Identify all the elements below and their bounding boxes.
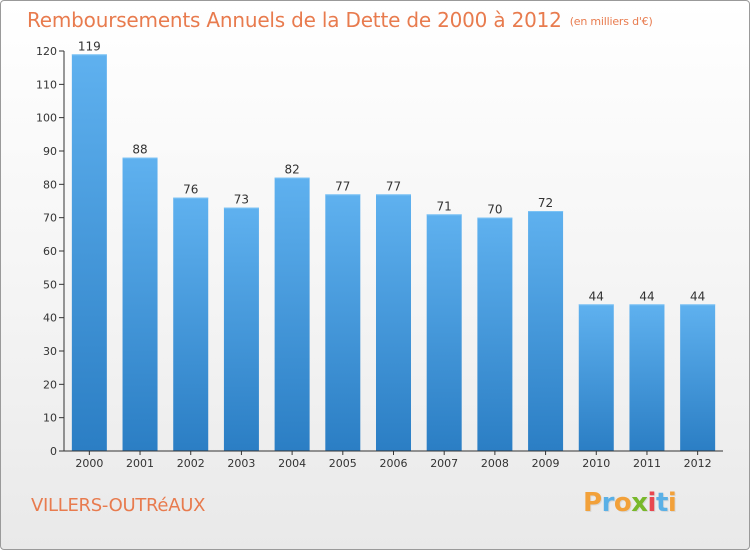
data-label-2004: 82 xyxy=(284,163,299,177)
data-label-2010: 44 xyxy=(589,289,604,303)
bar-2004 xyxy=(274,177,310,451)
y-tick-label: 80 xyxy=(43,178,57,191)
bar-2001 xyxy=(122,157,158,451)
x-tick-label-2010: 2010 xyxy=(582,457,610,470)
data-label-2008: 70 xyxy=(487,203,502,217)
data-label-2011: 44 xyxy=(639,289,654,303)
y-tick-label: 50 xyxy=(43,278,57,291)
location-name: VILLERS-OUTRéAUX xyxy=(31,495,206,516)
bar-2007 xyxy=(426,214,462,451)
x-tick-label-2012: 2012 xyxy=(684,457,712,470)
logo-letter: t xyxy=(655,488,668,518)
y-tick-label: 10 xyxy=(43,412,57,425)
y-tick-label: 110 xyxy=(36,78,57,91)
chart-title: Remboursements Annuels de la Dette de 20… xyxy=(27,8,653,34)
x-tick-label-2005: 2005 xyxy=(329,457,357,470)
bar-2012 xyxy=(680,304,716,451)
data-labels: 119 88 76 73 82 77 77 71 70 72 44 44 44 xyxy=(78,39,705,303)
data-label-2012: 44 xyxy=(690,289,705,303)
data-label-2001: 88 xyxy=(132,143,147,157)
x-tick-label-2008: 2008 xyxy=(481,457,509,470)
proxiti-logo: Proxiti xyxy=(583,488,677,518)
y-tick-label: 70 xyxy=(43,212,57,225)
y-tick-label: 20 xyxy=(43,378,57,391)
data-label-2007: 71 xyxy=(437,199,452,213)
y-axis: 0 10 20 30 40 50 60 70 80 90 100 110 120 xyxy=(36,45,65,458)
y-tick-label: 120 xyxy=(36,45,57,58)
y-tick-label: 0 xyxy=(50,445,57,458)
bar-2003 xyxy=(223,207,259,451)
logo-letter: P xyxy=(583,488,602,518)
logo-letter: r xyxy=(601,488,615,518)
chart-title-text: Remboursements Annuels de la Dette de 20… xyxy=(27,8,562,32)
x-tick-label-2007: 2007 xyxy=(430,457,458,470)
bar-2009 xyxy=(528,211,564,451)
y-tick-label: 30 xyxy=(43,345,57,358)
logo-letter: o xyxy=(613,488,632,518)
x-tick-label-2011: 2011 xyxy=(633,457,661,470)
bar-2008 xyxy=(477,217,513,451)
y-tick-label: 40 xyxy=(43,312,57,325)
x-tick-label-2001: 2001 xyxy=(126,457,154,470)
logo-letter: i xyxy=(667,488,677,518)
bar-2005 xyxy=(325,194,361,452)
data-label-2005: 77 xyxy=(335,179,350,193)
y-tick-label: 90 xyxy=(43,145,57,158)
data-label-2009: 72 xyxy=(538,196,553,210)
data-label-2002: 76 xyxy=(183,183,198,197)
bar-2002 xyxy=(173,197,209,451)
bars xyxy=(71,54,716,452)
x-tick-label-2003: 2003 xyxy=(227,457,255,470)
bar-2000 xyxy=(71,54,107,451)
bar-2006 xyxy=(376,194,411,452)
chart-unit-note: (en milliers d'€) xyxy=(569,15,653,28)
x-tick-label-2002: 2002 xyxy=(177,457,205,470)
y-tick-label: 100 xyxy=(36,112,57,125)
logo-letter: x xyxy=(631,488,648,518)
x-tick-label-2004: 2004 xyxy=(278,457,306,470)
logo-letter: i xyxy=(647,488,657,518)
bar-2011 xyxy=(629,304,665,451)
x-tick-label-2000: 2000 xyxy=(75,457,103,470)
x-tick-label-2009: 2009 xyxy=(532,457,560,470)
y-tick-label: 60 xyxy=(43,245,57,258)
bar-2010 xyxy=(578,304,614,451)
data-label-2000: 119 xyxy=(78,39,101,53)
x-tick-label-2006: 2006 xyxy=(380,457,408,470)
x-axis: 2000 2001 2002 2003 2004 2005 2006 2007 2008 2009… xyxy=(64,450,723,470)
data-label-2003: 73 xyxy=(234,193,249,207)
data-label-2006: 77 xyxy=(386,179,401,193)
